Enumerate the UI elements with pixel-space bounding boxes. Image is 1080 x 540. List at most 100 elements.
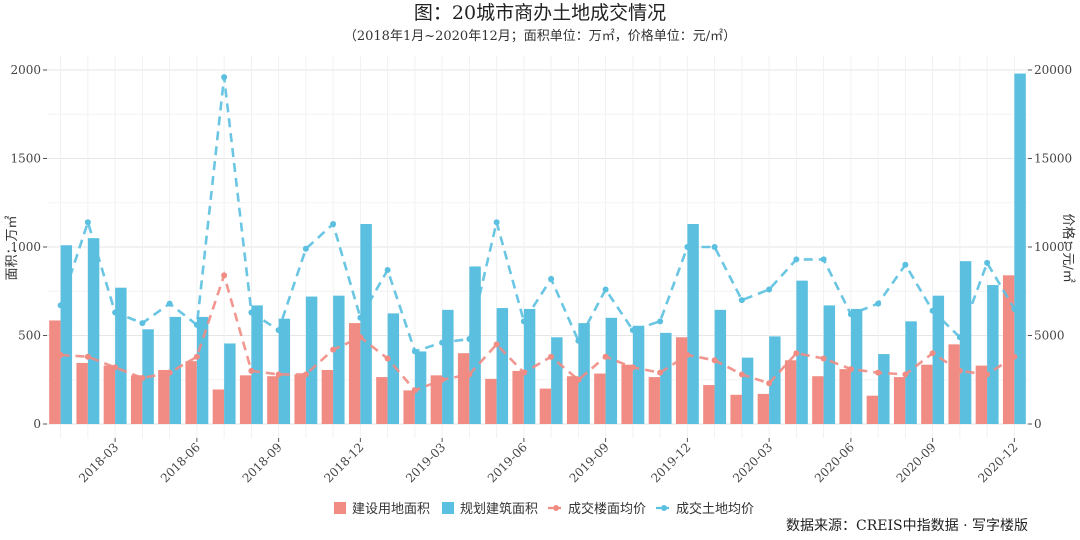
legend-swatch bbox=[334, 502, 346, 514]
bar-land-area bbox=[239, 375, 252, 424]
bar-building-area bbox=[632, 325, 645, 424]
bar-land-area bbox=[648, 377, 661, 424]
tick-label-left: 500 bbox=[18, 329, 41, 343]
point-floor-price bbox=[711, 357, 718, 364]
bar-land-area bbox=[893, 377, 906, 424]
legend-swatch-point bbox=[553, 505, 559, 511]
bar-land-area bbox=[403, 390, 415, 424]
bar-land-area bbox=[948, 344, 960, 424]
bar-building-area bbox=[796, 280, 808, 424]
bar-land-area bbox=[376, 377, 388, 424]
tick-label-x: 2018-03 bbox=[76, 440, 121, 485]
tick-label-right: 15000 bbox=[1034, 152, 1072, 166]
point-floor-price bbox=[57, 351, 64, 358]
tick-label-x: 2019-06 bbox=[485, 440, 530, 485]
bar-building-area bbox=[387, 313, 400, 424]
tick-label-x: 2018-06 bbox=[158, 440, 203, 485]
bar-building-area bbox=[905, 321, 917, 424]
point-land-price bbox=[629, 327, 636, 334]
point-land-price bbox=[520, 318, 527, 325]
legend: 建设用地面积 规划建筑面积 成交楼面均价 成交土地均价 bbox=[334, 501, 754, 517]
point-land-price bbox=[684, 244, 691, 250]
tick-label-x: 2019-12 bbox=[648, 440, 693, 485]
point-land-price bbox=[248, 309, 255, 316]
tick-label-x: 2018-09 bbox=[240, 440, 285, 485]
bar-building-area bbox=[959, 261, 972, 424]
point-floor-price bbox=[929, 350, 936, 357]
legend-swatch bbox=[442, 502, 454, 514]
point-floor-price bbox=[847, 366, 854, 373]
point-land-price bbox=[221, 74, 228, 81]
tick-label-right: 10000 bbox=[1034, 240, 1072, 254]
point-floor-price bbox=[902, 371, 909, 378]
bar-building-area bbox=[169, 316, 182, 424]
bar-land-area bbox=[348, 323, 361, 424]
point-land-price bbox=[275, 327, 282, 334]
bar-land-area bbox=[675, 337, 688, 424]
point-floor-price bbox=[1011, 353, 1018, 360]
point-floor-price bbox=[984, 371, 991, 378]
point-floor-price bbox=[493, 341, 500, 348]
chart-title: 图：20城市商办土地成交情况 bbox=[414, 2, 666, 24]
point-floor-price bbox=[629, 364, 636, 371]
point-floor-price bbox=[684, 351, 691, 358]
point-floor-price bbox=[766, 380, 773, 387]
bar-building-area bbox=[60, 245, 73, 424]
bar-land-area bbox=[566, 376, 579, 424]
point-land-price bbox=[439, 339, 446, 346]
point-land-price bbox=[902, 261, 909, 268]
point-floor-price bbox=[738, 371, 745, 378]
point-floor-price bbox=[657, 369, 664, 376]
right-axis-label: 价格：元/㎡ bbox=[1060, 213, 1076, 282]
bar-land-area bbox=[294, 374, 306, 424]
bar-land-area bbox=[457, 353, 470, 424]
point-floor-price bbox=[466, 371, 473, 378]
bar-building-area bbox=[523, 308, 536, 424]
bar-land-area bbox=[703, 385, 715, 424]
lines bbox=[57, 74, 1018, 394]
point-floor-price bbox=[575, 376, 582, 383]
bar-land-area bbox=[839, 369, 851, 424]
bar-land-area bbox=[784, 360, 797, 424]
point-land-price bbox=[602, 286, 609, 293]
legend-label: 成交楼面均价 bbox=[568, 501, 646, 517]
bar-building-area bbox=[305, 296, 318, 424]
point-land-price bbox=[575, 337, 582, 344]
legend-item: 成交楼面均价 bbox=[548, 501, 646, 517]
bar-building-area bbox=[251, 305, 263, 424]
bar-land-area bbox=[512, 370, 524, 424]
bar-land-area bbox=[812, 376, 824, 424]
tick-label-x: 2020-09 bbox=[894, 440, 939, 485]
bar-building-area bbox=[605, 317, 618, 424]
bar-land-area bbox=[49, 320, 61, 424]
point-land-price bbox=[847, 311, 854, 318]
tick-label-right: 0 bbox=[1034, 417, 1042, 431]
bar-land-area bbox=[321, 370, 334, 424]
tick-label-right: 5000 bbox=[1034, 329, 1065, 343]
bar-building-area bbox=[496, 308, 509, 424]
line-floor-price bbox=[60, 270, 1016, 392]
bar-building-area bbox=[660, 332, 672, 424]
point-land-price bbox=[548, 275, 555, 282]
point-land-price bbox=[956, 334, 963, 341]
point-floor-price bbox=[248, 367, 255, 374]
left-axis-label: 面积：万㎡ bbox=[5, 215, 20, 280]
bar-land-area bbox=[103, 365, 116, 424]
point-land-price bbox=[929, 307, 936, 314]
bar-land-area bbox=[485, 378, 497, 424]
bar-land-area bbox=[621, 364, 633, 424]
bar-building-area bbox=[278, 318, 291, 424]
tick-label-left: 1000 bbox=[10, 240, 41, 254]
bar-land-area bbox=[130, 375, 143, 424]
point-floor-price bbox=[548, 353, 555, 360]
tick-label-x: 2019-03 bbox=[403, 440, 448, 485]
point-floor-price bbox=[956, 367, 963, 374]
bar-building-area bbox=[741, 357, 754, 424]
chart-subtitle: （2018年1月~2020年12月；面积单位：万㎡，价格单位：元/㎡） bbox=[344, 28, 736, 44]
point-land-price bbox=[166, 300, 173, 307]
point-land-price bbox=[738, 297, 745, 304]
tick-label-left: 1500 bbox=[10, 152, 41, 166]
point-floor-price bbox=[275, 371, 282, 378]
legend-label: 成交土地均价 bbox=[676, 501, 754, 517]
legend-swatch-point bbox=[661, 505, 667, 511]
